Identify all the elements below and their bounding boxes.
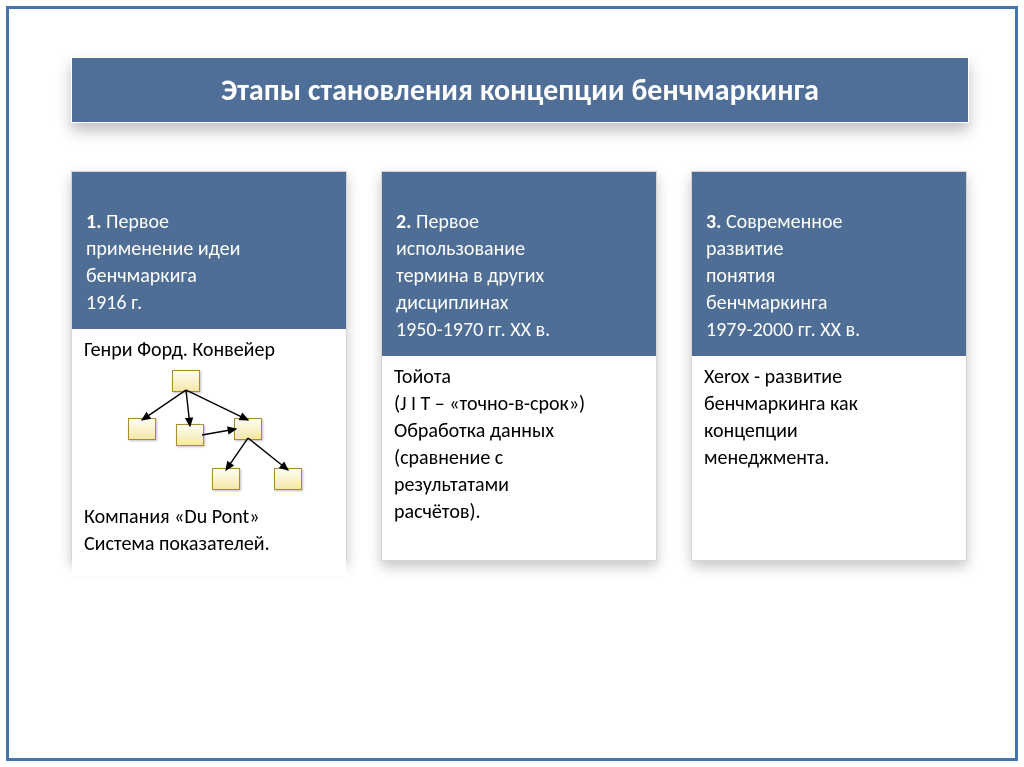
stage-card-1-header-text: Первое применение идеи бенчмаркига 1916 …	[86, 210, 240, 315]
slide-frame: Этапы становления концепции бенчмаркинга…	[6, 6, 1018, 761]
tree-node	[176, 424, 204, 446]
stage-card-2-header: 2. Первое использование термина в других…	[382, 172, 656, 356]
stage-card-1-number: 1.	[86, 210, 101, 234]
stage-card-1-body-pre: Генри Форд. Конвейер	[84, 337, 334, 364]
slide-title: Этапы становления концепции бенчмаркинга	[71, 57, 969, 123]
stage-card-3-body: Xerox - развитие бенчмаркинга как концеп…	[692, 356, 966, 560]
slide-title-text: Этапы становления концепции бенчмаркинга	[221, 72, 819, 109]
stage-card-1-body: Генри Форд. Конвейер Компания «Du Pont» …	[72, 329, 346, 576]
stage-card-2-number: 2.	[396, 210, 411, 234]
tree-node	[212, 468, 240, 490]
tree-node	[128, 418, 156, 440]
org-tree-diagram	[94, 368, 324, 498]
stage-card-1: 1. Первое применение идеи бенчмаркига 19…	[71, 171, 347, 561]
stage-card-2: 2. Первое использование термина в других…	[381, 171, 657, 561]
stage-card-3-body-text: Xerox - развитие бенчмаркинга как концеп…	[704, 364, 954, 472]
stage-card-3-header-text: Современное развитие понятия бенчмаркинг…	[706, 210, 860, 342]
stage-card-1-header: 1. Первое применение идеи бенчмаркига 19…	[72, 172, 346, 329]
cards-row: 1. Первое применение идеи бенчмаркига 19…	[71, 171, 969, 561]
stage-card-2-body: Тойота (J I T – «точно-в-срок») Обработк…	[382, 356, 656, 560]
tree-node	[172, 370, 200, 392]
tree-node	[234, 418, 262, 440]
stage-card-2-body-text: Тойота (J I T – «точно-в-срок») Обработк…	[394, 364, 644, 526]
stage-card-2-header-text: Первое использование термина в других ди…	[396, 210, 550, 342]
stage-card-1-body-post: Компания «Du Pont» Система показателей.	[84, 504, 334, 558]
stage-card-3-number: 3.	[706, 210, 721, 234]
stage-card-3-header: 3. Современное развитие понятия бенчмарк…	[692, 172, 966, 356]
stage-card-3: 3. Современное развитие понятия бенчмарк…	[691, 171, 967, 561]
tree-node	[274, 468, 302, 490]
